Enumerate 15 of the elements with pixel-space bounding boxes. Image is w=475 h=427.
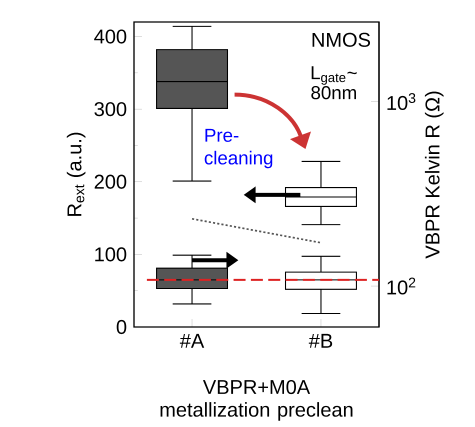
y2-tick-label: 10$^{2}$ [387, 277, 416, 294]
y-tick-label: 0 [116, 320, 126, 334]
x-tick-label: #B [308, 334, 332, 348]
x-tick-label: #A [180, 334, 204, 348]
annotation: NMOS [312, 32, 370, 47]
annotation: Pre-cleaning [204, 128, 272, 168]
y-tick-label: 200 [94, 174, 126, 189]
y2-axis-title: VBPR Kelvin R (Ω) [424, 91, 444, 258]
y-tick-label: 100 [95, 247, 126, 262]
x-axis-title: VBPR+M0A metallization preclean [160, 380, 352, 421]
y-tick-label: 400 [94, 29, 126, 44]
annotation: L$_{gate}$~ 80nm [311, 66, 357, 100]
y-axis-title: R$_{ext}$ (a.u.) [66, 132, 86, 216]
y2-tick-label: 10$^{3}$ [387, 92, 416, 110]
y-tick-label: 300 [94, 102, 126, 116]
